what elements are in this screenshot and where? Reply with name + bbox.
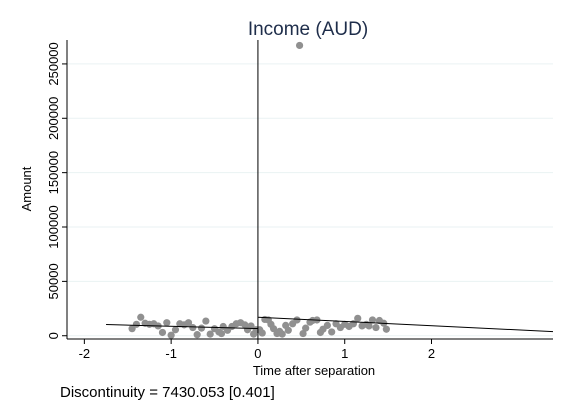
data-point-44 — [293, 316, 301, 324]
data-point-45 — [295, 41, 304, 50]
data-point-53 — [323, 321, 331, 330]
x-tick-label-1: -1 — [165, 346, 177, 361]
data-point-29 — [247, 322, 255, 330]
data-point-9 — [167, 331, 175, 339]
y-tick-label-2: 100000 — [46, 205, 61, 248]
data-point-46 — [299, 329, 307, 338]
fit-line-left — [106, 324, 258, 330]
x-ticks: -2 -1 0 1 2 — [79, 339, 435, 361]
x-axis-label: Time after separation — [253, 363, 375, 378]
data-point-7 — [158, 328, 167, 337]
x-tick-label-0: -2 — [79, 346, 91, 361]
data-point-68 — [382, 325, 390, 333]
data-point-64 — [368, 316, 377, 324]
data-point-13 — [184, 319, 193, 327]
data-points — [128, 41, 390, 339]
x-tick-label-2: 0 — [254, 346, 261, 361]
data-point-65 — [372, 323, 380, 332]
data-point-60 — [354, 314, 362, 322]
data-point-42 — [284, 326, 292, 334]
y-tick-label-1: 50000 — [46, 263, 61, 299]
data-point-17 — [202, 317, 210, 325]
grid-lines — [67, 63, 553, 337]
data-point-16 — [197, 324, 206, 332]
y-axis-label: Amount — [19, 166, 34, 211]
data-point-63 — [365, 322, 373, 330]
fit-lines — [106, 316, 554, 333]
y-tick-label-0: 0 — [46, 332, 61, 339]
x-tick-label-4: 2 — [428, 346, 435, 361]
data-point-10 — [171, 326, 180, 334]
data-point-1 — [132, 320, 141, 328]
y-ticks: 0 50000 100000 150000 200000 250000 — [46, 42, 67, 339]
y-tick-label-3: 150000 — [46, 151, 61, 194]
fit-line-right — [257, 316, 554, 333]
data-point-15 — [193, 331, 201, 339]
data-point-21 — [217, 329, 226, 338]
y-tick-label-4: 200000 — [46, 97, 61, 140]
data-point-54 — [328, 328, 336, 336]
data-point-14 — [189, 323, 197, 332]
data-point-2 — [137, 313, 145, 321]
data-point-33 — [258, 329, 266, 337]
discontinuity-note: Discontinuity = 7430.053 [0.401] — [60, 384, 275, 401]
data-point-47 — [302, 324, 310, 332]
data-point-18 — [206, 330, 214, 338]
data-point-8 — [163, 319, 171, 327]
chart-title: Income (AUD) — [248, 19, 368, 40]
y-tick-label-5: 250000 — [46, 42, 61, 85]
x-tick-label-3: 1 — [341, 346, 348, 361]
data-point-40 — [278, 330, 286, 338]
